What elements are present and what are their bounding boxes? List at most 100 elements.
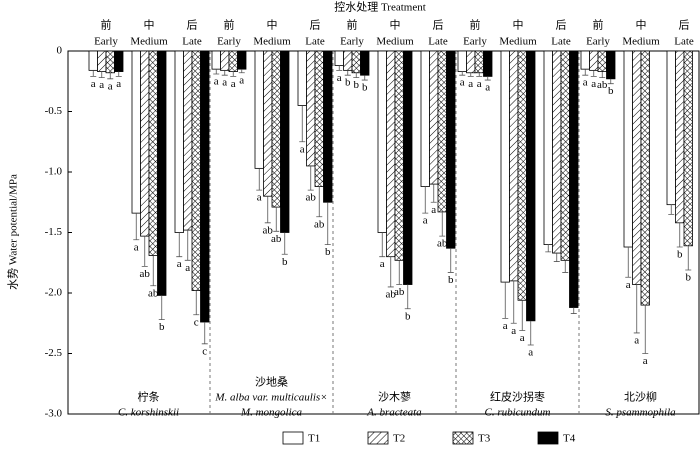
chart-title: 控水处理 Treatment	[334, 0, 426, 14]
error-bar	[447, 248, 454, 273]
bar	[97, 50, 107, 72]
bar	[606, 50, 616, 80]
group-latin: S. psammophila	[605, 407, 676, 419]
legend-swatch	[537, 431, 559, 445]
significance-letter: a	[423, 215, 428, 227]
error-bar	[476, 72, 483, 77]
stage-label-cn: 中	[267, 19, 278, 32]
significance-letter: a	[99, 79, 104, 91]
error-bar	[307, 165, 314, 191]
significance-letter: b	[608, 85, 614, 97]
error-bar	[439, 211, 446, 237]
error-bar	[625, 247, 632, 278]
significance-letter: b	[405, 310, 411, 322]
stage-label-en: Late	[182, 36, 202, 48]
error-bar	[396, 260, 403, 285]
stage-label-cn: 后	[556, 19, 567, 32]
bar	[466, 50, 476, 74]
bar	[220, 50, 230, 71]
y-tick-label: -0.5	[45, 105, 63, 117]
significance-letter: a	[239, 74, 244, 86]
significance-letter: a	[468, 78, 473, 90]
bar	[509, 50, 519, 282]
significance-letter: ab	[394, 286, 405, 298]
legend-label: T4	[563, 433, 576, 445]
stage-label-en: Late	[305, 36, 325, 48]
bar	[552, 50, 562, 254]
significance-letter: a	[185, 262, 190, 274]
significance-letter: ab	[263, 224, 274, 236]
error-bar	[633, 284, 640, 334]
error-bar	[264, 196, 271, 224]
legend-label: T1	[308, 433, 320, 445]
group-latin: C. rubicundum	[485, 407, 551, 419]
bar	[237, 50, 247, 70]
y-tick-label: -3.0	[45, 408, 63, 420]
bar	[526, 50, 536, 322]
bar	[386, 50, 396, 258]
stage-label-cn: 中	[636, 19, 647, 32]
bar	[263, 50, 273, 197]
error-bar	[685, 245, 692, 271]
error-bar	[430, 184, 437, 203]
significance-letter: ab	[597, 79, 608, 91]
significance-letter: ab	[140, 268, 151, 280]
error-bar	[553, 253, 560, 262]
error-bar	[133, 213, 140, 241]
significance-letter: b	[159, 321, 165, 333]
error-bar	[184, 230, 191, 261]
stage-label-cn: 后	[433, 19, 444, 32]
bar	[314, 50, 324, 187]
significance-letter: ab	[148, 287, 159, 299]
bar	[420, 50, 430, 187]
significance-letter: a	[116, 78, 121, 90]
error-bar	[115, 71, 122, 77]
error-bar	[193, 290, 200, 316]
error-bar	[98, 71, 105, 79]
error-bar	[273, 207, 280, 232]
error-bar	[668, 204, 675, 215]
bar	[323, 50, 333, 203]
stage-label-en: Late	[674, 36, 694, 48]
significance-letter: a	[257, 192, 262, 204]
bar	[640, 50, 650, 306]
error-bar	[201, 322, 208, 345]
significance-letter: a	[108, 80, 113, 92]
error-bar	[230, 71, 237, 77]
bar	[589, 50, 599, 71]
stage-label-en: Late	[551, 36, 571, 48]
bar	[597, 50, 607, 72]
group-latin: C. korshinskii	[118, 407, 179, 419]
stage-label-en: Late	[428, 36, 448, 48]
significance-letter: b	[282, 256, 288, 268]
error-bar	[353, 72, 360, 79]
stage-label-en: Medium	[499, 36, 537, 48]
significance-letter: a	[520, 332, 525, 344]
stage-label-en: Medium	[622, 36, 660, 48]
group-label: 红皮沙拐枣	[490, 390, 545, 404]
stage-label-cn: 前	[347, 18, 358, 32]
significance-letter: a	[485, 82, 490, 94]
bar	[429, 50, 439, 185]
stage-label-en: Early	[586, 36, 610, 48]
error-bar	[582, 69, 589, 76]
significance-letter: b	[448, 274, 454, 286]
stage-label-cn: 前	[224, 18, 235, 32]
significance-letter: a	[431, 204, 436, 216]
bar	[174, 50, 184, 233]
legend-swatch	[452, 431, 474, 445]
error-bar	[510, 280, 517, 324]
bar	[254, 50, 264, 169]
error-bar	[238, 69, 245, 74]
significance-letter: a	[222, 77, 227, 89]
error-bar	[281, 232, 288, 255]
significance-letter: a	[91, 78, 96, 90]
bar	[457, 50, 467, 72]
error-bar	[158, 295, 165, 321]
error-bar	[379, 232, 386, 258]
y-tick-label: 0	[57, 45, 63, 57]
bar	[148, 50, 158, 256]
significance-letter: a	[591, 78, 596, 90]
stage-label-cn: 中	[390, 19, 401, 32]
bar	[394, 50, 404, 261]
